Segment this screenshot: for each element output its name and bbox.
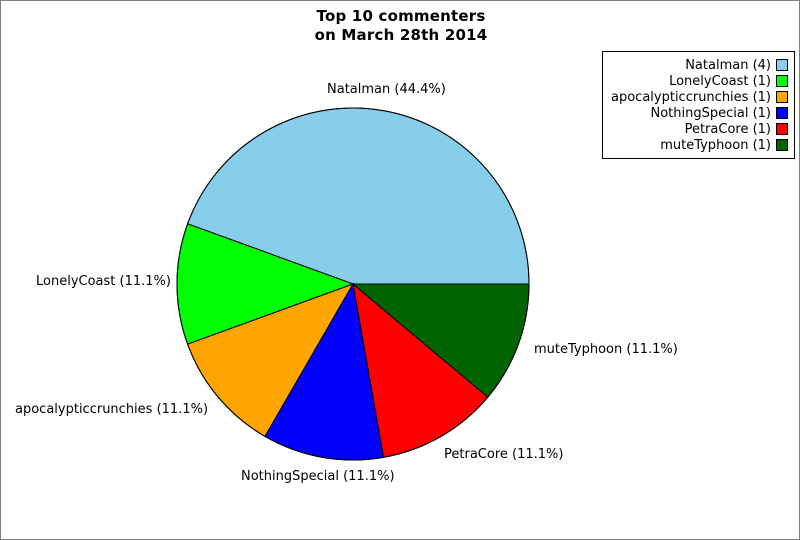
legend-item-label: PetraCore (1) — [684, 121, 771, 137]
pie-slice-label: PetraCore (11.1%) — [444, 447, 564, 462]
title-line-2: on March 28th 2014 — [314, 26, 488, 44]
pie-slice-label: LonelyCoast (11.1%) — [36, 274, 171, 289]
pie-slice-label: NothingSpecial (11.1%) — [241, 469, 395, 484]
pie-slice-label: apocalypticcrunchies (11.1%) — [15, 402, 209, 417]
pie-slice-label: Natalman (44.4%) — [327, 82, 446, 97]
legend-color-swatch — [776, 91, 788, 103]
legend-item-label: apocalypticcrunchies (1) — [611, 89, 771, 105]
page-title: Top 10 commenters on March 28th 2014 — [1, 7, 799, 45]
legend-item-label: NothingSpecial (1) — [650, 105, 771, 121]
title-line-1: Top 10 commenters — [316, 7, 486, 25]
legend-color-swatch — [776, 59, 788, 71]
legend-item-label: muteTyphoon (1) — [660, 137, 771, 153]
pie-slice-label: muteTyphoon (11.1%) — [534, 342, 678, 357]
legend-item-label: LonelyCoast (1) — [669, 73, 771, 89]
legend: Natalman (4) LonelyCoast (1) apocalypticcr… — [602, 51, 795, 159]
legend-item[interactable]: NothingSpecial (1) — [611, 105, 788, 121]
legend-item-label: Natalman (4) — [685, 57, 771, 73]
legend-item[interactable]: PetraCore (1) — [611, 121, 788, 137]
legend-item[interactable]: LonelyCoast (1) — [611, 73, 788, 89]
legend-color-swatch — [776, 139, 788, 151]
legend-color-swatch — [776, 75, 788, 87]
legend-item[interactable]: Natalman (4) — [611, 57, 788, 73]
legend-item[interactable]: apocalypticcrunchies (1) — [611, 89, 788, 105]
legend-color-swatch — [776, 107, 788, 119]
legend-item[interactable]: muteTyphoon (1) — [611, 137, 788, 153]
pie-outline — [176, 107, 530, 461]
legend-color-swatch — [776, 123, 788, 135]
